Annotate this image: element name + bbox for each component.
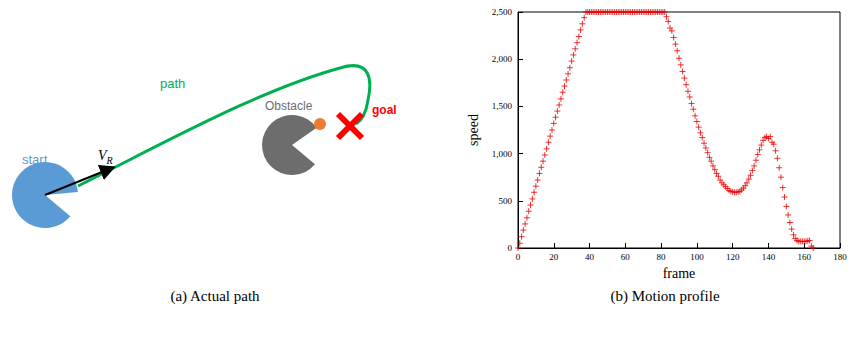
svg-text:100: 100 [690, 252, 704, 262]
svg-text:1,500: 1,500 [492, 101, 513, 111]
svg-text:120: 120 [726, 252, 740, 262]
html-text:(b) Motion profile: (b) Motion profile [610, 288, 720, 304]
svg-text:0: 0 [508, 243, 513, 253]
svg-text:2,000: 2,000 [492, 54, 513, 64]
svg-text:0: 0 [516, 252, 521, 262]
svg-text:1,000: 1,000 [492, 149, 513, 159]
svg-text:path: path [160, 76, 185, 91]
svg-text:20: 20 [549, 252, 559, 262]
svg-text:start: start [22, 152, 48, 167]
svg-text:500: 500 [499, 196, 513, 206]
svg-text:60: 60 [621, 252, 631, 262]
svg-text:80: 80 [657, 252, 667, 262]
svg-text:goal: goal [372, 103, 397, 117]
html-text:(a) Actual path: (a) Actual path [170, 288, 260, 304]
svg-text:2,500: 2,500 [492, 7, 513, 17]
svg-text:40: 40 [585, 252, 595, 262]
svg-text:140: 140 [762, 252, 776, 262]
svg-text:Obstacle: Obstacle [265, 99, 313, 113]
svg-text:speed: speed [466, 114, 481, 146]
svg-text:VR: VR [98, 148, 113, 166]
svg-text:180: 180 [833, 252, 847, 262]
svg-text:frame: frame [663, 266, 696, 281]
svg-text:160: 160 [797, 252, 811, 262]
